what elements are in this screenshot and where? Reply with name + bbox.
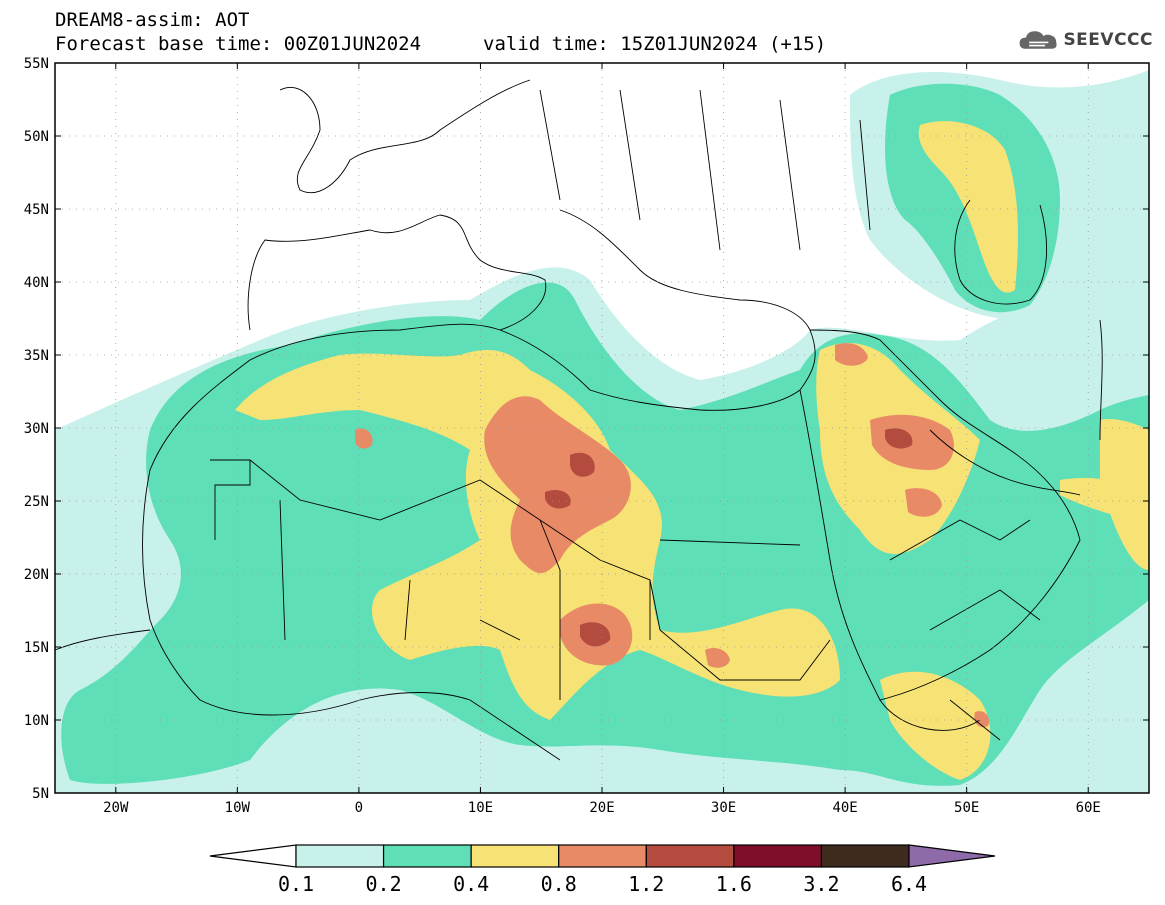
axis-ticks	[55, 62, 1149, 794]
coastlines	[55, 79, 1103, 761]
colorbar-threshold-label: 1.2	[628, 872, 665, 896]
lat-label: 55N	[24, 56, 49, 72]
aot-fields	[55, 70, 1149, 793]
cloud-icon	[1019, 31, 1057, 49]
colorbar-segment	[558, 844, 647, 868]
colorbar-segment	[645, 844, 735, 868]
lat-label: 15N	[24, 640, 49, 656]
lon-label: 20E	[589, 800, 614, 816]
lon-label: 10E	[468, 800, 493, 816]
lon-label: 20W	[103, 800, 129, 816]
valid-time: valid time: 15Z01JUN2024 (+15)	[483, 33, 827, 55]
lon-label: 10W	[225, 800, 251, 816]
map-title: DREAM8-assim: AOT	[55, 9, 250, 31]
logo-text: SEEVCCC	[1063, 30, 1153, 50]
lon-label: 30E	[711, 800, 736, 816]
lon-label: 40E	[832, 800, 857, 816]
lat-label: 50N	[24, 129, 49, 145]
colorbar-threshold-label: 1.6	[715, 872, 752, 896]
aot-band-0.8	[355, 343, 990, 728]
colorbar	[209, 844, 996, 868]
lon-label: 60E	[1076, 800, 1101, 816]
colorbar-segment	[382, 844, 472, 868]
forecast-base-time: Forecast base time: 00Z01JUN2024	[55, 33, 422, 55]
colorbar-threshold-label: 6.4	[890, 872, 928, 896]
colorbar-segment	[820, 844, 910, 868]
colorbar-low-arrow	[209, 844, 297, 868]
colorbar-segment	[733, 844, 823, 868]
colorbar-segment	[470, 844, 560, 868]
lat-label: 40N	[24, 275, 49, 291]
lat-label: 20N	[24, 567, 49, 583]
latitude-labels: 55N 50N 45N 40N 35N 30N 25N 20N 15N 10N 5N	[24, 56, 49, 802]
longitude-labels: 20W 10W 0 10E 20E 30E 40E 50E 60E	[103, 800, 1101, 816]
lat-label: 35N	[24, 348, 49, 364]
colorbar-threshold-label: 0.2	[365, 872, 402, 896]
colorbar-threshold-label: 0.4	[453, 872, 490, 896]
colorbar-threshold-label: 0.8	[540, 872, 577, 896]
lat-label: 5N	[32, 786, 49, 802]
colorbar-segment	[295, 844, 385, 868]
graticule	[55, 63, 1149, 793]
lat-label: 10N	[24, 713, 49, 729]
lon-label: 0	[355, 800, 363, 816]
lat-label: 45N	[24, 202, 49, 218]
colorbar-high-arrow	[908, 844, 996, 868]
lon-label: 50E	[954, 800, 979, 816]
seevccc-logo: SEEVCCC	[1018, 24, 1153, 56]
aot-band-1.2	[545, 428, 913, 647]
colorbar-threshold-label: 3.2	[803, 872, 840, 896]
colorbar-threshold-label: 0.1	[277, 872, 315, 896]
lat-label: 25N	[24, 494, 49, 510]
lat-label: 30N	[24, 421, 49, 437]
